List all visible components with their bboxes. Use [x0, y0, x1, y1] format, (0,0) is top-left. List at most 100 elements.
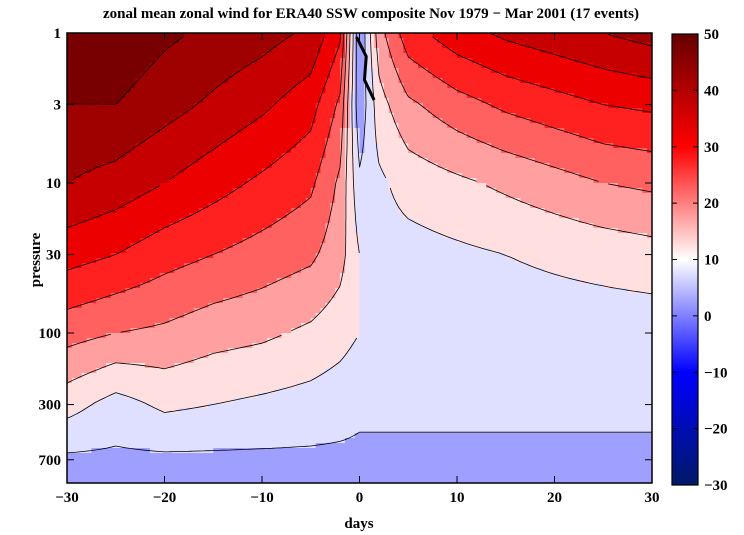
- contour-cell: [262, 198, 268, 204]
- contour-cell: [140, 138, 146, 144]
- contour-cell: [549, 83, 556, 89]
- contour-cell: [583, 208, 590, 214]
- contour-cell: [296, 228, 302, 234]
- contour-cell: [398, 198, 404, 204]
- contour-cell: [140, 168, 146, 174]
- contour-cell: [510, 148, 517, 154]
- contour-cell: [315, 88, 322, 94]
- contour-cell: [193, 113, 200, 119]
- contour-cell: [588, 198, 595, 204]
- contour-cell: [530, 183, 536, 189]
- contour-cell: [262, 213, 268, 219]
- contour-cell: [315, 38, 322, 44]
- contour-cell: [457, 98, 463, 104]
- contour-cell: [81, 63, 88, 69]
- contour-cell: [115, 53, 122, 59]
- contour-cell: [81, 148, 88, 154]
- contour-cell: [101, 178, 107, 184]
- contour-cell: [184, 188, 190, 194]
- contour-cell: [588, 223, 595, 229]
- contour-cell: [549, 133, 556, 139]
- contour-cell: [218, 188, 224, 194]
- contour-cell: [393, 73, 400, 79]
- contour-cell: [101, 153, 107, 159]
- contour-cell: [461, 63, 468, 69]
- contour-cell: [520, 173, 526, 179]
- contour-cell: [500, 78, 507, 84]
- contour-cell: [252, 38, 258, 44]
- contour-cell: [379, 38, 385, 44]
- contour-cell: [140, 103, 146, 109]
- contour-cell: [388, 48, 395, 54]
- contour-cell: [120, 178, 127, 184]
- contour-cell: [622, 198, 629, 204]
- contour-cell: [140, 153, 146, 159]
- contour-cell: [413, 128, 419, 134]
- contour-cell: [208, 173, 214, 179]
- contour-cell: [447, 163, 453, 169]
- contour-cell: [393, 118, 400, 124]
- contour-cell: [544, 198, 551, 204]
- contour-cell: [325, 218, 331, 224]
- contour-cell: [91, 43, 97, 49]
- contour-cell: [208, 93, 214, 99]
- contour-cell: [598, 78, 604, 84]
- contour-cell: [335, 73, 341, 79]
- contour-cell: [237, 233, 244, 239]
- contour-cell: [232, 193, 239, 199]
- contour-cell: [67, 138, 73, 144]
- contour-cell: [466, 123, 473, 129]
- contour-cell: [149, 63, 156, 69]
- contour-cell: [564, 48, 570, 54]
- contour-cell: [413, 238, 419, 244]
- contour-cell: [461, 218, 468, 224]
- contour-cell: [159, 63, 166, 69]
- contour-cell: [330, 48, 336, 54]
- contour-cell: [447, 108, 453, 114]
- contour-cell: [437, 178, 443, 184]
- contour-cell: [67, 98, 73, 104]
- contour-cell: [349, 103, 356, 109]
- contour-cell: [627, 223, 634, 229]
- contour-cell: [125, 143, 131, 149]
- contour-cell: [354, 208, 361, 214]
- contour-cell: [525, 223, 531, 229]
- contour-cell: [413, 53, 419, 59]
- contour-cell: [432, 68, 439, 74]
- contour-cell: [135, 143, 141, 149]
- contour-cell: [564, 203, 570, 209]
- contour-cell: [554, 128, 560, 134]
- contour-cell: [379, 78, 385, 84]
- contour-cell: [344, 143, 351, 149]
- contour-cell: [330, 93, 336, 99]
- contour-cell: [471, 168, 478, 174]
- contour-cell: [461, 58, 468, 64]
- contour-cell: [247, 113, 253, 119]
- contour-cell: [330, 88, 336, 94]
- contour-cell: [379, 93, 385, 99]
- contour-cell: [374, 158, 380, 164]
- contour-cell: [622, 228, 629, 234]
- contour-cell: [291, 123, 297, 129]
- contour-cell: [627, 53, 634, 59]
- contour-cell: [486, 143, 492, 149]
- contour-cell: [76, 143, 83, 149]
- contour-cell: [515, 73, 521, 79]
- contour-cell: [413, 203, 419, 209]
- contour-cell: [491, 223, 497, 229]
- contour-cell: [276, 123, 283, 129]
- contour-cell: [461, 108, 468, 114]
- contour-cell: [301, 38, 307, 44]
- contour-cell: [110, 223, 117, 229]
- contour-cell: [496, 103, 502, 109]
- contour-cell: [466, 68, 473, 74]
- contour-cell: [315, 228, 322, 234]
- contour-cell: [247, 118, 253, 124]
- contour-cell: [476, 233, 482, 239]
- contour-cell: [364, 208, 370, 214]
- contour-cell: [340, 163, 346, 169]
- contour-cell: [174, 103, 180, 109]
- contour-cell: [598, 108, 604, 114]
- contour-cell: [452, 33, 458, 39]
- contour-cell: [242, 118, 248, 124]
